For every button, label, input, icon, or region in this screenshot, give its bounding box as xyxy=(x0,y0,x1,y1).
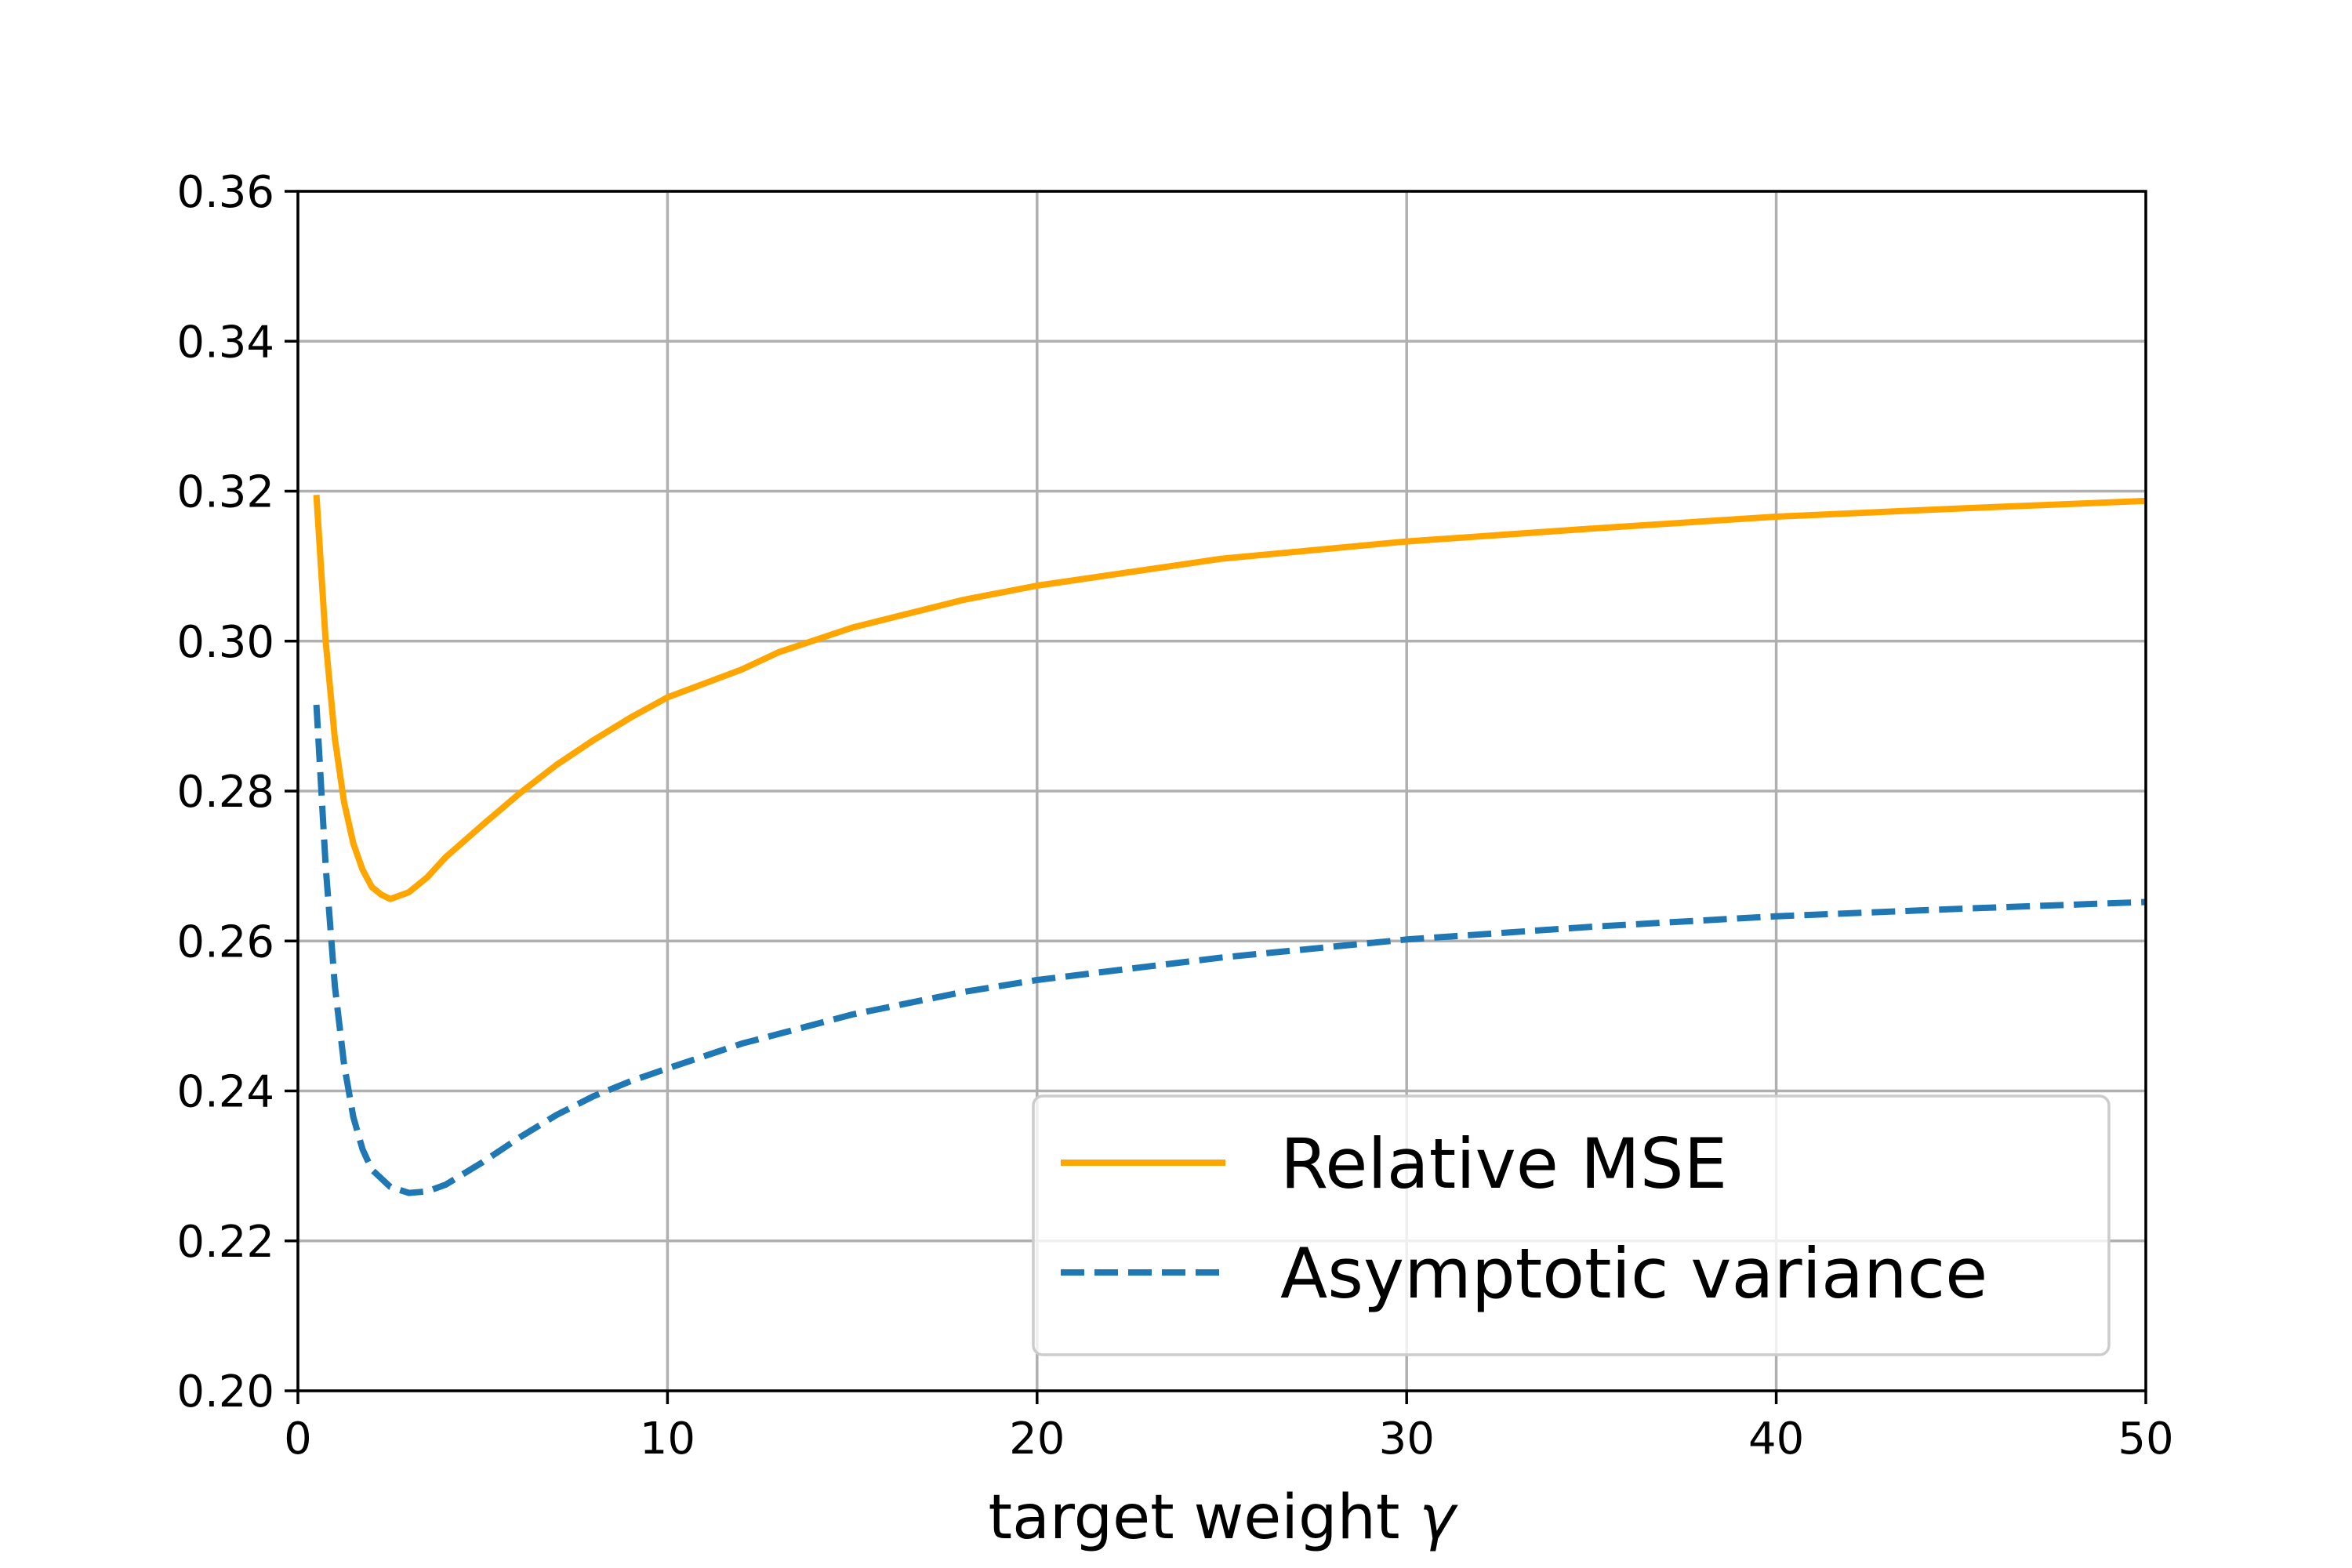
x-axis-label: target weight γ xyxy=(989,1483,1459,1553)
legend-label: Asymptotic variance xyxy=(1280,1233,1987,1314)
x-tick-label: 50 xyxy=(2118,1414,2173,1465)
x-tick-label: 40 xyxy=(1748,1414,1804,1465)
x-axis-label-text: target weight xyxy=(989,1483,1420,1553)
y-tick-label: 0.32 xyxy=(176,467,274,518)
legend-label: Relative MSE xyxy=(1280,1123,1727,1204)
y-tick-label: 0.22 xyxy=(176,1217,274,1268)
y-tick-label: 0.30 xyxy=(176,617,274,668)
series-layer xyxy=(313,495,2147,1196)
series-line-asymptotic-variance xyxy=(313,704,2147,1196)
x-tick-label: 30 xyxy=(1379,1414,1435,1465)
y-tick-label: 0.36 xyxy=(176,167,274,218)
y-tick-label: 0.20 xyxy=(176,1367,274,1417)
axis-ticks: 0 10 20 30 40 50 0.20 0.22 0.24 0.26 0.28 0.30 0.32 0… xyxy=(176,167,2173,1465)
x-axis-label-symbol: γ xyxy=(1419,1483,1458,1553)
legend: Relative MSE Asymptotic variance xyxy=(1032,1094,2111,1356)
x-tick-label: 10 xyxy=(640,1414,695,1465)
series-line-relative-mse xyxy=(313,495,2147,902)
legend-box xyxy=(1032,1094,2111,1356)
y-tick-label: 0.28 xyxy=(176,767,274,818)
x-tick-label: 20 xyxy=(1009,1414,1065,1465)
y-tick-label: 0.34 xyxy=(176,317,274,368)
y-tick-label: 0.24 xyxy=(176,1067,274,1118)
y-tick-label: 0.26 xyxy=(176,916,274,967)
x-tick-label: 0 xyxy=(284,1414,312,1465)
